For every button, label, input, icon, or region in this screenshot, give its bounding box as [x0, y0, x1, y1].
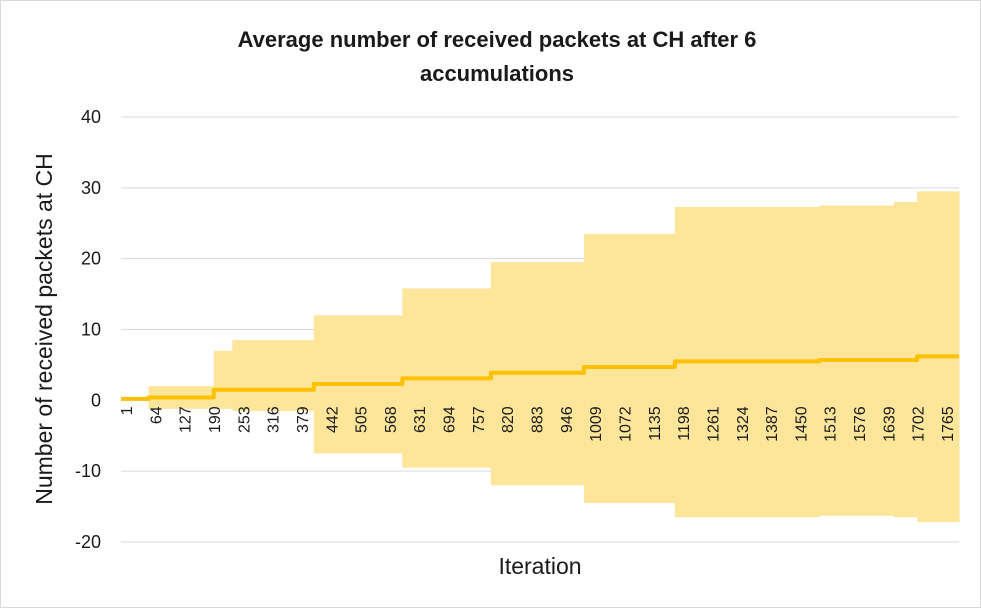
x-tick-label: 1072	[618, 406, 635, 442]
x-tick-label: 1450	[793, 406, 810, 442]
chart-title-line-2: accumulations	[420, 61, 574, 86]
x-tick-label: 1513	[823, 406, 840, 442]
x-tick-label: 694	[442, 406, 459, 433]
y-axis-ticks: -20 -10 0 10 20 30 40	[75, 107, 101, 552]
y-axis-label: Number of received packets at CH	[31, 153, 57, 505]
y-tick-label: 10	[81, 320, 101, 340]
x-tick-label: 1387	[764, 406, 781, 442]
x-tick-label: 190	[207, 406, 224, 433]
x-tick-label: 883	[530, 406, 547, 433]
y-tick-label: 40	[81, 107, 101, 127]
x-tick-label: 1198	[676, 406, 693, 441]
x-tick-label: 820	[500, 406, 517, 433]
x-tick-label: 505	[354, 406, 371, 433]
x-tick-label: 442	[324, 406, 341, 433]
x-tick-label: 1135	[647, 406, 664, 441]
y-tick-label: 20	[81, 249, 101, 269]
x-tick-label: 64	[148, 406, 165, 424]
x-tick-label: 1576	[852, 406, 869, 442]
x-tick-label: 379	[295, 406, 312, 433]
x-tick-label: 1009	[588, 406, 605, 442]
y-tick-label: -20	[75, 532, 101, 552]
x-tick-label: 946	[559, 406, 576, 433]
series-line	[121, 354, 959, 401]
x-axis-ticks: 1 64 127 190 253 316 379 442 505 568 631 694 757 820 8…	[119, 406, 957, 442]
average-line	[121, 354, 959, 401]
y-tick-label: 30	[81, 178, 101, 198]
x-tick-label: 1261	[705, 406, 722, 442]
x-tick-label: 127	[178, 406, 195, 433]
x-tick-label: 568	[383, 406, 400, 433]
x-tick-label: 1	[119, 406, 136, 415]
x-tick-label: 1765	[940, 406, 957, 442]
x-tick-label: 253	[236, 406, 253, 433]
band-segment	[232, 340, 315, 411]
x-tick-label: 316	[266, 406, 283, 433]
x-tick-label: 1639	[881, 406, 898, 442]
x-axis-label: Iteration	[498, 553, 581, 579]
x-tick-label: 1324	[735, 406, 752, 442]
y-tick-label: 0	[91, 390, 101, 410]
series-band	[121, 191, 960, 523]
x-tick-label: 757	[471, 406, 488, 433]
x-tick-label: 631	[412, 406, 429, 433]
y-tick-label: -10	[75, 461, 101, 481]
band-segment	[213, 350, 233, 409]
chart-title-line-1: Average number of received packets at CH…	[238, 27, 757, 52]
x-tick-label: 1702	[911, 406, 928, 442]
